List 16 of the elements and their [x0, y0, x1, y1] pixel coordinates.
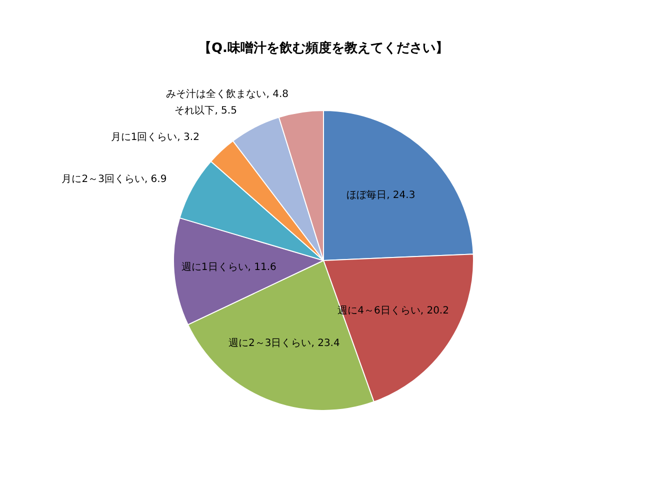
- data-label: , 24.3: [386, 190, 416, 202]
- slice-label: 週に2～3日くらい: [228, 338, 312, 350]
- data-label: , 11.6: [248, 262, 276, 273]
- slice-label: 週に1日くらい: [181, 262, 248, 273]
- data-label: , 5.5: [214, 106, 237, 117]
- chart-title: 【Q.味噌汁を飲む頻度を教えてください】: [198, 40, 449, 56]
- slice-label: ほぼ毎日: [346, 189, 387, 202]
- slice-label: 月に1回くらい: [110, 132, 178, 143]
- slice-label: それ以下: [174, 104, 215, 117]
- slice-label: みそ汁は全く飲まない: [166, 88, 266, 100]
- data-label: , 3.2: [177, 132, 200, 143]
- slice-label: 月に2～3回くらい: [62, 174, 144, 185]
- data-label: , 20.2: [420, 305, 449, 316]
- data-label: , 23.4: [311, 338, 340, 350]
- data-label: , 4.8: [266, 88, 289, 100]
- data-label: , 6.9: [144, 174, 167, 185]
